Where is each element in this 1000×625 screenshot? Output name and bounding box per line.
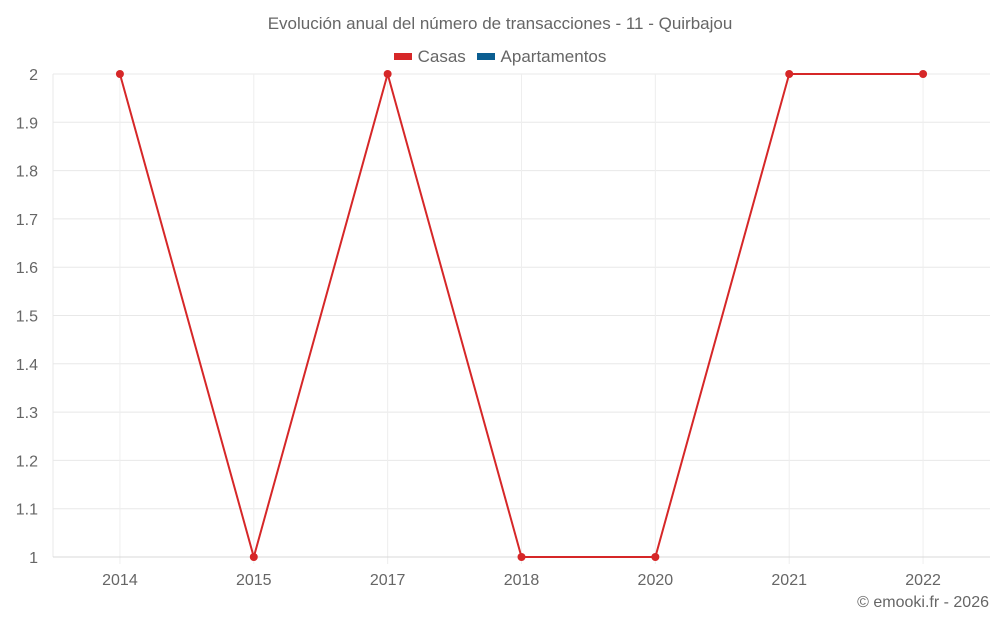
gridlines: [52, 73, 990, 564]
x-tick-label: 2015: [236, 572, 272, 589]
x-tick-label: 2017: [370, 572, 406, 589]
y-tick-label: 1.5: [16, 309, 38, 326]
legend-swatch-casas: [393, 53, 412, 60]
chart-title: Evolución anual del número de transaccio…: [267, 14, 733, 33]
x-tick-label: 2021: [771, 572, 807, 589]
y-axis: 1 1.1 1.2 1.3 1.4 1.5 1.6 1.7 1.8 1.9 2: [16, 67, 38, 567]
y-tick-label: 1.3: [16, 405, 38, 422]
data-point[interactable]: [919, 70, 928, 78]
data-point[interactable]: [785, 70, 794, 78]
legend-label: Casas: [417, 46, 466, 66]
x-tick-label: 2022: [905, 572, 941, 589]
y-tick-label: 1: [29, 550, 38, 567]
series-lines: [115, 70, 928, 561]
y-tick-label: 1.7: [16, 212, 38, 229]
credit-text: © emooki.fr - 2026: [857, 594, 989, 611]
data-point[interactable]: [651, 553, 660, 561]
data-point[interactable]: [517, 553, 526, 561]
x-tick-label: 2020: [638, 572, 674, 589]
data-point[interactable]: [115, 70, 124, 78]
x-axis: 2014 2015 2017 2018 2020 2021 2022: [102, 572, 941, 589]
y-tick-label: 1.9: [16, 115, 38, 132]
legend-item-casas[interactable]: Casas: [393, 46, 466, 67]
legend-label: Apartamentos: [500, 46, 607, 66]
y-tick-label: 2: [29, 67, 38, 84]
legend: Casas Apartamentos: [0, 45, 1000, 67]
x-tick-label: 2018: [504, 572, 540, 589]
data-point[interactable]: [383, 70, 392, 78]
y-tick-label: 1.1: [16, 502, 38, 519]
y-tick-label: 1.4: [16, 357, 38, 374]
x-tick-label: 2014: [102, 572, 138, 589]
legend-item-apartamentos[interactable]: Apartamentos: [476, 46, 607, 67]
y-tick-label: 1.2: [16, 453, 38, 470]
y-tick-label: 1.6: [16, 260, 38, 277]
legend-swatch-apartamentos: [476, 53, 495, 60]
y-tick-label: 1.8: [16, 164, 38, 181]
data-point[interactable]: [249, 553, 258, 561]
